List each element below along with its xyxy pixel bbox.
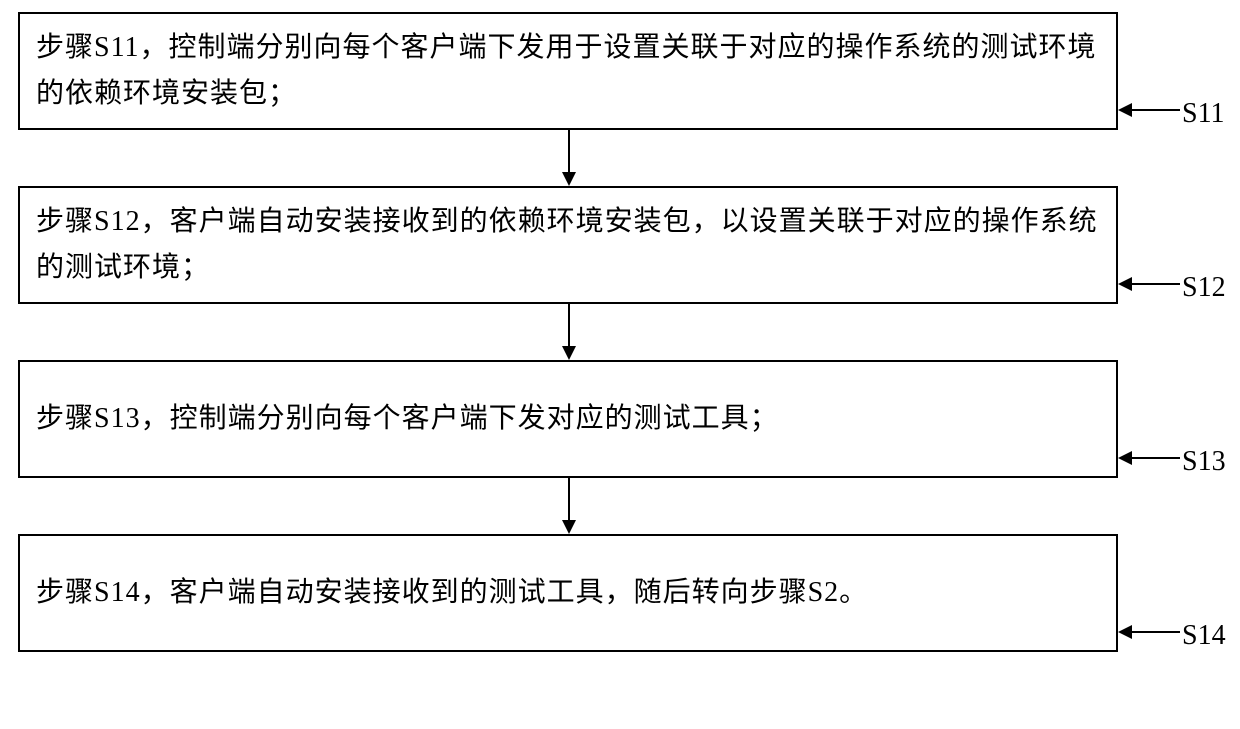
step-text: 步骤S12，客户端自动安装接收到的依赖环境安装包，以设置关联于对应的操作系统的测… — [36, 199, 1100, 291]
step-box-s12: 步骤S12，客户端自动安装接收到的依赖环境安装包，以设置关联于对应的操作系统的测… — [18, 186, 1118, 304]
step-text: 步骤S11，控制端分别向每个客户端下发用于设置关联于对应的操作系统的测试环境的依… — [36, 25, 1100, 117]
step-label-s11: S11 — [1182, 98, 1225, 130]
step-box-s14: 步骤S14，客户端自动安装接收到的测试工具，随后转向步骤S2。 — [18, 534, 1118, 652]
arrow-down-icon — [562, 172, 576, 186]
step-text: 步骤S14，客户端自动安装接收到的测试工具，随后转向步骤S2。 — [36, 570, 868, 616]
step-label-s12: S12 — [1182, 272, 1226, 304]
arrow-down-icon — [562, 520, 576, 534]
flowchart-canvas: 步骤S11，控制端分别向每个客户端下发用于设置关联于对应的操作系统的测试环境的依… — [0, 0, 1240, 729]
connector-line — [568, 478, 570, 522]
step-label-s14: S14 — [1182, 620, 1226, 652]
step-box-s11: 步骤S11，控制端分别向每个客户端下发用于设置关联于对应的操作系统的测试环境的依… — [18, 12, 1118, 130]
connector-line — [568, 304, 570, 348]
arrow-left-icon — [1118, 451, 1132, 465]
pointer-line — [1130, 631, 1180, 633]
pointer-line — [1130, 109, 1180, 111]
step-box-s13: 步骤S13，控制端分别向每个客户端下发对应的测试工具； — [18, 360, 1118, 478]
arrow-left-icon — [1118, 625, 1132, 639]
arrow-left-icon — [1118, 277, 1132, 291]
step-text: 步骤S13，控制端分别向每个客户端下发对应的测试工具； — [36, 396, 779, 442]
arrow-left-icon — [1118, 103, 1132, 117]
connector-line — [568, 130, 570, 174]
pointer-line — [1130, 457, 1180, 459]
step-label-s13: S13 — [1182, 446, 1226, 478]
pointer-line — [1130, 283, 1180, 285]
arrow-down-icon — [562, 346, 576, 360]
